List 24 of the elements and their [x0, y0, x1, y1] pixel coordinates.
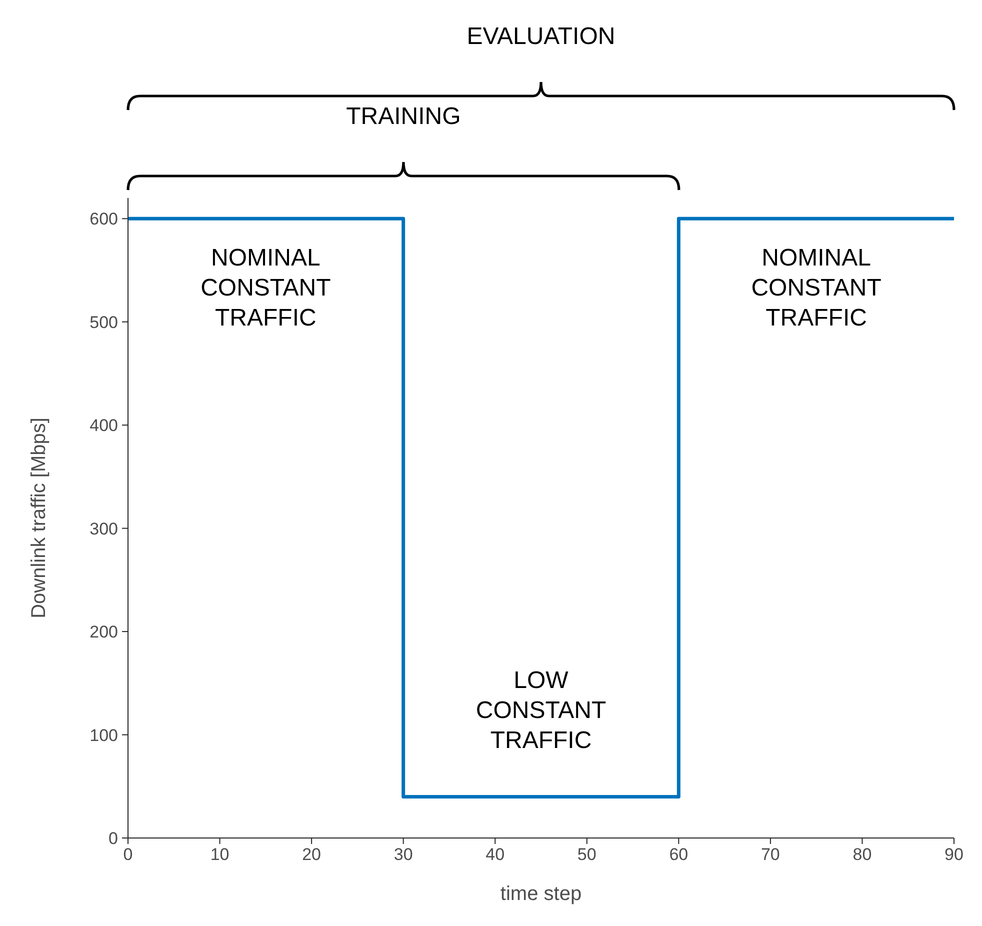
- annotation: LOW CONSTANT TRAFFIC: [476, 667, 606, 754]
- y-tick-label: 100: [90, 726, 118, 745]
- text: EVALUATION: [466, 23, 616, 50]
- x-tick-label: 40: [486, 845, 505, 864]
- x-tick-label: 30: [394, 845, 413, 864]
- x-tick-label: 80: [852, 845, 872, 864]
- x-tick-label: 60: [669, 845, 688, 864]
- y-tick-label: 400: [90, 416, 118, 436]
- y-tick-label: 300: [90, 519, 118, 538]
- x-tick-label: 50: [577, 845, 596, 864]
- annotation: NOMINAL CONSTANT TRAFFIC: [751, 244, 882, 332]
- y-tick-label: 600: [90, 210, 118, 229]
- x-tick-label: 0: [123, 845, 133, 864]
- x-tick-label: 10: [210, 845, 230, 864]
- x-tick-label: 70: [760, 845, 780, 864]
- y-tick-label: 0: [108, 829, 118, 848]
- x-tick-label: 90: [944, 845, 964, 864]
- x-tick-label: 20: [302, 845, 322, 864]
- y-tick-label: 200: [90, 622, 118, 642]
- annotation: NOMINAL CONSTANT TRAFFIC: [200, 244, 332, 332]
- y-tick-label: 500: [90, 312, 118, 332]
- x-axis-title: time step: [500, 883, 582, 905]
- y-axis-title: Downlink traffic [Mbps]: [28, 418, 50, 618]
- text: TRAINING: [346, 103, 461, 130]
